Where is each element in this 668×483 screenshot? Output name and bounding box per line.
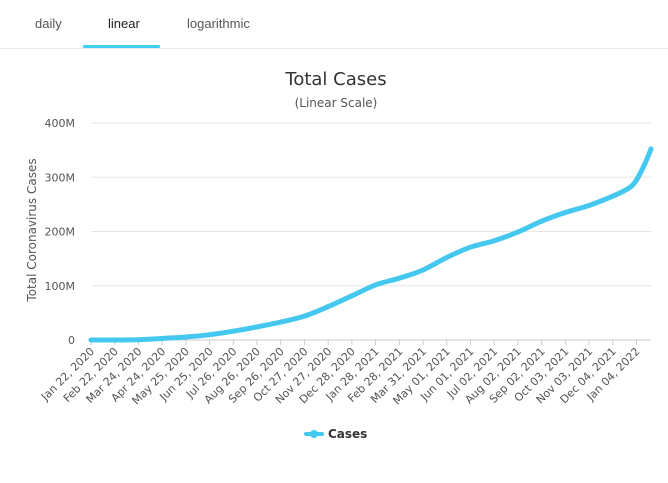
y-tick-label: 100M — [45, 280, 76, 293]
data-point[interactable] — [183, 334, 189, 340]
legend-marker-icon — [310, 430, 318, 438]
y-tick-label: 400M — [45, 117, 76, 130]
data-point[interactable] — [539, 218, 545, 224]
active-tab-indicator — [83, 45, 160, 48]
series-layer — [88, 146, 654, 343]
data-point[interactable] — [444, 255, 450, 260]
data-point[interactable] — [112, 337, 118, 343]
data-point[interactable] — [648, 146, 654, 152]
data-point[interactable] — [491, 238, 497, 244]
data-point[interactable] — [610, 193, 616, 199]
data-point[interactable] — [325, 304, 331, 310]
data-point[interactable] — [468, 244, 473, 250]
data-point[interactable] — [278, 319, 284, 325]
data-point[interactable] — [135, 337, 141, 343]
data-point[interactable] — [349, 293, 355, 299]
data-point[interactable] — [159, 336, 165, 341]
grid-lines — [91, 122, 651, 341]
tab-linear[interactable]: linear — [108, 16, 140, 31]
tab-daily[interactable]: daily — [35, 16, 62, 31]
data-point[interactable] — [88, 337, 94, 343]
data-point[interactable] — [254, 324, 260, 330]
y-tick-label: 0 — [68, 334, 75, 347]
data-point[interactable] — [420, 267, 426, 273]
data-point[interactable] — [562, 210, 568, 215]
data-point[interactable] — [642, 161, 648, 167]
data-point[interactable] — [230, 328, 236, 334]
data-point[interactable] — [207, 332, 213, 338]
chart-subtitle: (Linear Scale) — [295, 96, 378, 110]
tab-logarithmic[interactable]: logarithmic — [187, 16, 250, 31]
legend-label-cases: Cases — [328, 427, 367, 441]
data-point[interactable] — [634, 177, 639, 183]
data-point[interactable] — [373, 282, 379, 288]
y-axis-title: Total Coronavirus Cases — [25, 158, 39, 302]
y-axis-ticks: 0 100M 200M 300M 400M — [45, 117, 76, 347]
legend[interactable]: Cases — [304, 427, 367, 441]
data-point[interactable] — [586, 203, 592, 208]
data-point[interactable] — [515, 229, 521, 235]
y-tick-label: 300M — [45, 171, 76, 184]
data-point[interactable] — [396, 275, 402, 281]
data-point[interactable] — [301, 313, 307, 319]
chart-scale-tabs: daily linear logarithmic — [0, 0, 668, 49]
chart-title: Total Cases — [284, 69, 386, 90]
data-point[interactable] — [626, 185, 632, 191]
y-tick-label: 200M — [45, 226, 76, 239]
